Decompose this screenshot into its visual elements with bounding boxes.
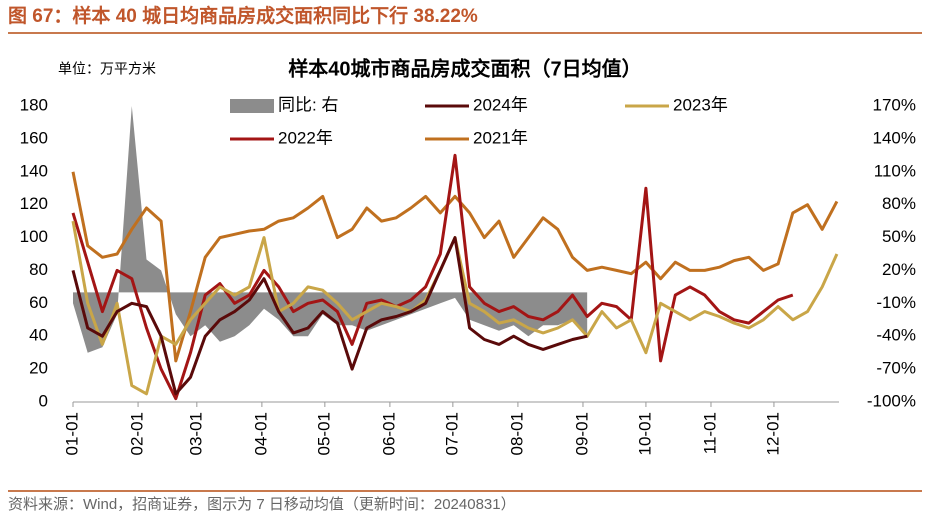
x-tick-label: 05-01 [314,412,333,455]
legend-label: 2023年 [673,95,728,114]
line [71,236,588,396]
y-tick-label: 0 [39,391,48,410]
y2-tick-label: 80% [882,194,916,213]
x-tick-label: 11-01 [700,412,719,454]
chart-title: 样本40城市商品房成交面积（7日均值） [288,56,641,80]
area [73,106,588,353]
x-tick-label: 02-01 [128,412,147,455]
legend-label: 2022年 [278,128,333,147]
y2-tick-label: -10% [876,293,916,312]
x-tick-label: 10-01 [635,412,654,455]
y-tick-label: 180 [20,95,48,114]
y-tick-label: 120 [20,194,48,213]
y-tick-label: 140 [20,161,48,180]
x-tick-label: 06-01 [379,412,398,455]
y2-tick-label: -70% [876,359,916,378]
y-tick-label: 40 [29,326,48,345]
header-title: 图 67：样本 40 城日均商品房成交面积同比下行 38.22% [8,4,478,27]
x-tick-label: 03-01 [186,412,205,455]
y-tick-label: 20 [29,359,48,378]
y2-tick-label: 170% [873,95,916,114]
y2-tick-label: 140% [873,128,916,147]
y2-tick-label: 20% [882,260,916,279]
source-note: 资料来源：Wind，招商证券，图示为 7 日移动均值（更新时间：20240831… [8,496,516,513]
y2-tick-label: 110% [874,161,916,180]
y2-tick-label: -40% [876,326,916,345]
legend-label: 同比: 右 [278,95,338,114]
legend-swatch [230,99,274,113]
x-tick-label: 01-01 [62,412,81,455]
x-tick-label: 08-01 [507,412,526,455]
y2-tick-label: -100% [867,391,916,410]
x-tick-label: 09-01 [572,412,591,455]
x-tick-label: 04-01 [251,412,270,455]
legend-label: 2021年 [473,128,528,147]
y-tick-label: 60 [29,293,48,312]
y-tick-label: 160 [20,128,48,147]
x-tick-label: 07-01 [442,412,461,455]
line [71,153,794,401]
legend-label: 2024年 [473,95,528,114]
y-tick-label: 80 [29,260,48,279]
y-tick-label: 100 [20,227,48,246]
y2-tick-label: 50% [882,227,916,246]
unit-label: 单位：万平方米 [58,61,156,77]
line [71,171,839,363]
x-tick-label: 12-01 [763,412,782,455]
